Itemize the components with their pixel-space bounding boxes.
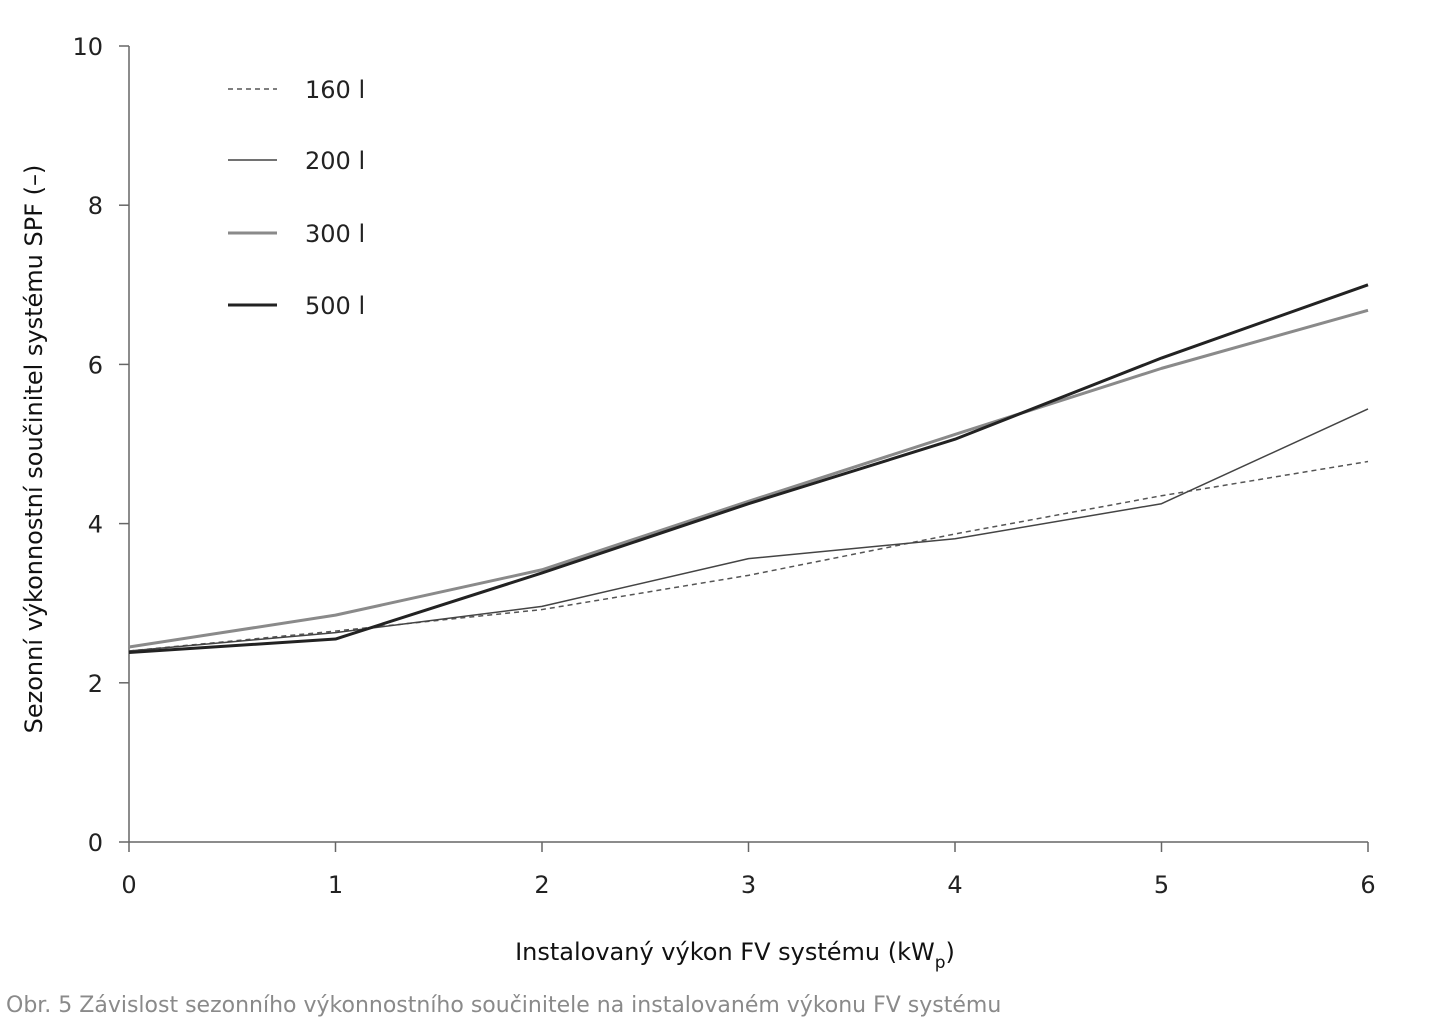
x-tick-label: 0 [121, 871, 136, 899]
y-axis: 0 2 4 6 8 10 [72, 33, 130, 857]
series-line-200l [128, 408, 1369, 652]
series-line-500l [128, 283, 1369, 655]
series-lines [128, 283, 1369, 655]
series-line-160l [128, 460, 1369, 652]
legend-label: 200 l [305, 147, 365, 175]
y-axis-title: Sezonní výkonnostní součinitel systému S… [20, 165, 48, 734]
legend: 160 l 200 l 300 l 500 l [228, 76, 365, 320]
spf-line-chart: 0 2 4 6 8 10 0 1 2 3 4 5 6 160 l 200 l 300 l 500 l Sez… [20, 33, 1376, 973]
x-axis: 0 1 2 3 4 5 6 [121, 841, 1376, 899]
y-tick-label: 4 [88, 511, 103, 539]
x-tick-label: 1 [328, 871, 343, 899]
figure-caption: Obr. 5 Závislost sezonního výkonnostního… [6, 993, 1002, 1018]
series-line-300l [128, 308, 1369, 649]
y-tick-label: 10 [72, 33, 103, 61]
x-axis-title-suffix: ) [946, 938, 955, 966]
x-tick-label: 4 [947, 871, 962, 899]
x-tick-label: 5 [1154, 871, 1169, 899]
y-tick-label: 8 [88, 192, 103, 220]
y-tick-label: 0 [88, 829, 103, 857]
y-tick-label: 2 [88, 670, 103, 698]
legend-label: 300 l [305, 220, 365, 248]
legend-label: 160 l [305, 76, 365, 104]
x-tick-label: 6 [1360, 871, 1375, 899]
x-tick-label: 3 [741, 871, 756, 899]
legend-label: 500 l [305, 292, 365, 320]
x-axis-title: Instalovaný výkon FV systému (kWp) [515, 938, 955, 973]
y-tick-label: 6 [88, 351, 103, 379]
x-tick-label: 2 [534, 871, 549, 899]
x-axis-title-subscript: p [935, 953, 946, 973]
x-axis-title-main: Instalovaný výkon FV systému (kW [515, 938, 935, 966]
